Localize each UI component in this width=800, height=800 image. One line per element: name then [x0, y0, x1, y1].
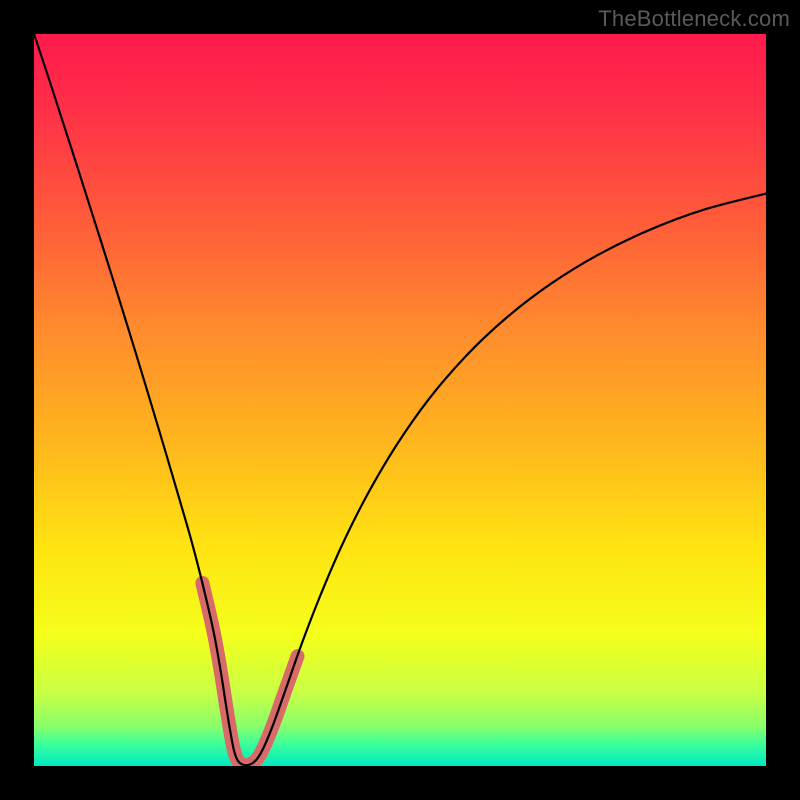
bottleneck-chart — [0, 0, 800, 800]
watermark-text: TheBottleneck.com — [598, 6, 790, 32]
chart-container: TheBottleneck.com — [0, 0, 800, 800]
plot-background — [34, 34, 766, 766]
